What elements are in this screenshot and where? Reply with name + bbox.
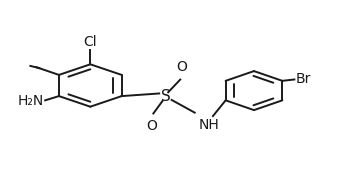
Text: O: O	[146, 119, 157, 133]
Text: NH: NH	[198, 118, 219, 132]
Text: S: S	[161, 89, 170, 104]
Text: H₂N: H₂N	[17, 94, 44, 108]
Text: Br: Br	[295, 73, 311, 87]
Text: O: O	[176, 61, 188, 75]
Text: Cl: Cl	[83, 35, 97, 49]
